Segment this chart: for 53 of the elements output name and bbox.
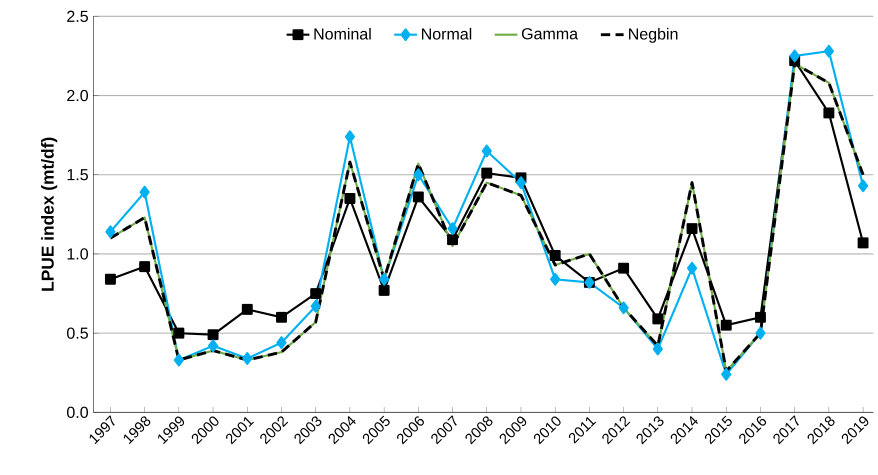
point: [550, 272, 560, 286]
point: [721, 368, 732, 381]
legend-label: Nominal: [314, 28, 371, 40]
y-tick-label: 0.0: [67, 406, 88, 418]
point: [242, 352, 252, 365]
y-tick-label: 2.5: [67, 10, 88, 22]
point: [242, 304, 253, 315]
point: [447, 234, 458, 246]
point: [686, 262, 698, 275]
point: [754, 312, 766, 323]
point: [516, 176, 526, 190]
point: [858, 237, 869, 248]
y-tick-label: 1.0: [68, 248, 88, 260]
point: [652, 313, 664, 324]
point: [481, 168, 492, 179]
point: [104, 274, 116, 285]
point: [174, 354, 184, 366]
point: [173, 328, 184, 339]
point: [790, 50, 800, 62]
point: [208, 339, 218, 352]
point: [378, 284, 390, 296]
point: [824, 44, 834, 58]
y-tick-label: 0.5: [67, 327, 88, 339]
point: [755, 326, 766, 340]
y-axis-title: LPUE index (mt/df): [41, 138, 58, 291]
point: [140, 186, 150, 199]
point: [618, 262, 630, 274]
point: [105, 225, 116, 238]
point: [208, 329, 219, 340]
point: [276, 336, 287, 350]
y-tick-label: 2.0: [67, 90, 88, 102]
point: [720, 320, 732, 331]
point: [858, 179, 868, 192]
point: [823, 107, 834, 118]
point: [344, 130, 355, 144]
legend-label: Gamma: [522, 28, 578, 40]
point: [276, 312, 287, 323]
point: [550, 250, 561, 261]
point: [379, 272, 390, 286]
point: [447, 222, 458, 235]
point: [652, 342, 663, 356]
legend-label: Normal: [422, 28, 472, 40]
point: [344, 193, 356, 204]
point: [618, 301, 629, 314]
y-tick-label: 1.5: [68, 169, 88, 180]
legend-label: Negbin: [629, 28, 678, 43]
point: [139, 261, 150, 272]
point: [310, 288, 322, 300]
point: [310, 300, 321, 313]
point: [412, 191, 424, 202]
point: [482, 144, 492, 158]
point: [686, 223, 698, 234]
point: [413, 168, 424, 182]
